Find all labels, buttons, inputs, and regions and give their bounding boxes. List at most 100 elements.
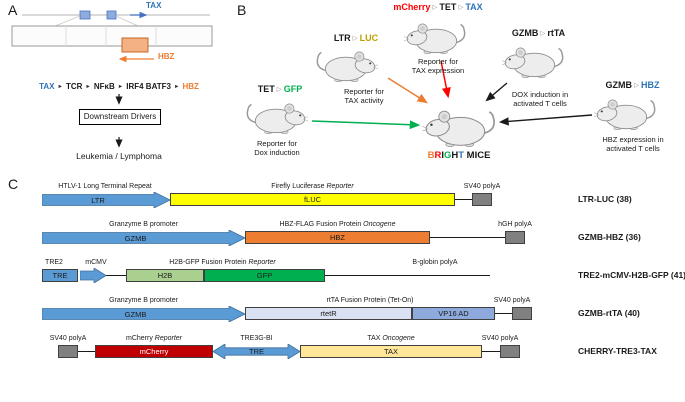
annotation-polya: B-globin polyA (412, 259, 458, 266)
mouse-icon (316, 51, 378, 83)
gene-label: mCherry (139, 347, 169, 356)
letter: T (458, 150, 465, 161)
cascade-item: HBZ (182, 82, 199, 91)
caption-line: activated T cells (513, 99, 567, 108)
annotation-gene: rtTA Fusion Protein (Tet-On) (326, 297, 414, 304)
down-arrow-icon (115, 137, 123, 148)
caption-line: DOX induction in (511, 90, 569, 99)
polya-box (472, 193, 492, 206)
mouse-caption: Reporter for TAX activity (334, 87, 394, 105)
tre-box: TRE (42, 269, 78, 282)
promoter-arrow (42, 230, 245, 246)
label-part: rtTA (547, 28, 566, 38)
gene-box-vp16ad: VP16 AD (412, 307, 495, 320)
label-part: LUC (359, 33, 379, 43)
gene-label: HBZ (330, 233, 345, 242)
annotation-promoter: HTLV-1 Long Terminal Repeat (58, 183, 152, 190)
annotation-polya: SV40 polyA (481, 335, 519, 342)
annotation-gene: Firefly Luciferase Reporter (170, 183, 455, 190)
caption-line: TAX activity (344, 96, 384, 105)
caption-line: HBZ expression in (602, 135, 664, 144)
backbone-line (325, 275, 490, 276)
gene-box-gfp: GFP (204, 269, 325, 282)
polya-box (58, 345, 78, 358)
polya-box (500, 345, 520, 358)
caption-line: Dox induction (254, 148, 300, 157)
label-part: HBZ (641, 80, 660, 90)
mice-relationship-arrows (311, 60, 593, 130)
caption-line: Reporter for (343, 87, 385, 96)
mouse-caption: DOX induction in activated T cells (500, 90, 580, 108)
construct-name: LTR-LUC (38) (578, 194, 632, 204)
backbone-line (495, 313, 512, 314)
outcome-text: Leukemia / Lymphoma (76, 151, 162, 161)
mouse-icon (246, 103, 308, 135)
annotation-text: mCherry (125, 335, 155, 342)
gene-label: GFP (256, 271, 273, 280)
cascade-item: TAX (39, 82, 55, 91)
arrow-separator-icon: ▷ (634, 82, 639, 89)
arrow-separator-icon: ▷ (458, 4, 464, 11)
tax-gene-label: TAX (146, 1, 162, 10)
downstream-drivers-box: Downstream Drivers (79, 109, 161, 125)
annotation-mcmv: mCMV (85, 259, 107, 266)
annotation-polya: SV40 polyA (463, 183, 501, 190)
annotation-gene: TAX Oncogene (300, 335, 482, 342)
caption-line: Reporter for (256, 139, 298, 148)
letter: G (443, 150, 452, 161)
mcmv-arrow (80, 268, 106, 283)
caption-line: Reporter for (417, 57, 459, 66)
promoter-label: LTR (91, 195, 105, 205)
panel-a-label: A (8, 2, 18, 18)
label-part: TET (257, 84, 275, 94)
letter: MICE (464, 150, 491, 161)
gene-label: VP16 AD (438, 309, 469, 318)
label-part: mCherry (393, 2, 431, 12)
construct-name: TRE2-mCMV-H2B-GFP (41) (578, 270, 685, 280)
annotation-gene: HBZ-FLAG Fusion Protein Oncogene (245, 221, 430, 228)
promoter-label: GZMB (124, 309, 147, 319)
label-part: GZMB (511, 28, 539, 38)
mouse-caption: Reporter for Dox induction (244, 139, 310, 157)
letter: H (451, 150, 459, 161)
mouse-label-gzmb-hbz: GZMB ▷ HBZ (590, 80, 675, 90)
cascade-item: IRF4 BATF3 (126, 82, 171, 91)
annotation-polya: SV40 polyA (493, 297, 531, 304)
arrow-icon: ► (173, 83, 180, 90)
gene-label: H2B (157, 271, 173, 280)
label-part: TET (439, 2, 457, 12)
annotation-italic: Reporter (326, 183, 354, 190)
gene-label: TAX (383, 347, 399, 356)
label-part: LTR (333, 33, 351, 43)
annotation-italic: Oncogene (382, 335, 415, 342)
letter: B (427, 150, 435, 161)
annotation-polya: SV40 polyA (49, 335, 87, 342)
letter: R (434, 150, 442, 161)
annotation-italic: Reporter (154, 335, 182, 342)
annotation-italic: Reporter (248, 259, 276, 266)
mouse-icon-center (422, 110, 496, 148)
annotation-gene: H2B-GFP Fusion Protein Reporter (120, 259, 325, 266)
down-arrow-icon (115, 94, 123, 105)
construct-name: GZMB-HBZ (36) (578, 232, 641, 242)
gene-box-fluc: fLUC (170, 193, 455, 206)
gene-box-hbz: HBZ (245, 231, 430, 244)
polya-box (512, 307, 532, 320)
backbone-line (106, 275, 126, 276)
gene-box-rtetr: rtetR (245, 307, 412, 320)
signaling-cascade: TAX ► TCR ► NFκB ► IRF4 BATF3 ► HBZ (10, 82, 228, 91)
cascade-item: NFκB (93, 82, 115, 91)
gene-box-tax: TAX (300, 345, 482, 358)
gene-box-h2b: H2B (126, 269, 204, 282)
annotation-text: H2B-GFP Fusion Protein (169, 259, 249, 266)
annotation-gene: mCherry Reporter (95, 335, 213, 342)
promoter-arrow (42, 306, 245, 322)
label-part: GZMB (605, 80, 633, 90)
arrow-separator-icon: ▷ (540, 30, 546, 37)
tre-bidirectional-arrow (213, 344, 300, 359)
mouse-label-mcherry-tet-tax: mCherry ▷ TET ▷ TAX (378, 2, 498, 12)
caption-line: TAX expression (411, 66, 465, 75)
bright-mice-label: B R I G H T MICE (414, 150, 504, 161)
hbz-gene-label: HBZ (158, 52, 175, 61)
